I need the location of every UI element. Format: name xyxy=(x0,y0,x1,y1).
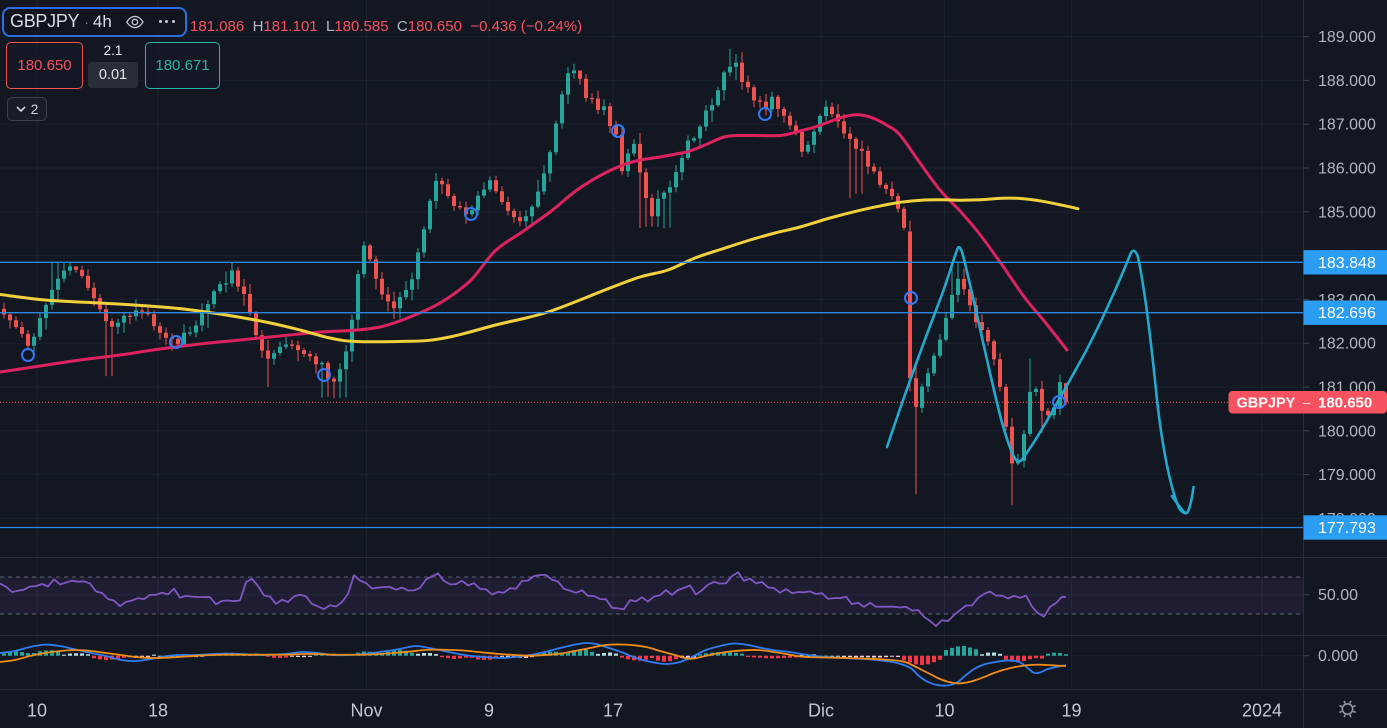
svg-text:177.793: 177.793 xyxy=(1318,520,1376,537)
svg-text:182.696: 182.696 xyxy=(1318,305,1376,322)
svg-text:18: 18 xyxy=(148,701,168,721)
svg-text:186.000: 186.000 xyxy=(1318,161,1376,178)
svg-text:185.000: 185.000 xyxy=(1318,204,1376,221)
svg-text:10: 10 xyxy=(27,701,47,721)
svg-text:183.848: 183.848 xyxy=(1318,255,1376,272)
svg-text:GBPJPY: GBPJPY xyxy=(1237,396,1296,412)
svg-text:9: 9 xyxy=(484,701,494,721)
svg-text:50.00: 50.00 xyxy=(1318,587,1358,604)
svg-text:188.000: 188.000 xyxy=(1318,73,1376,90)
svg-text:19: 19 xyxy=(1061,701,1081,721)
svg-text:0.000: 0.000 xyxy=(1318,648,1358,665)
svg-text:Dic: Dic xyxy=(808,701,834,721)
svg-text:187.000: 187.000 xyxy=(1318,117,1376,134)
svg-text:180.000: 180.000 xyxy=(1318,423,1376,440)
svg-text:17: 17 xyxy=(603,701,623,721)
svg-text:180.650: 180.650 xyxy=(1318,395,1372,412)
svg-text:182.000: 182.000 xyxy=(1318,336,1376,353)
svg-text:2024: 2024 xyxy=(1242,701,1282,721)
svg-text:10: 10 xyxy=(934,701,954,721)
svg-text:Nov: Nov xyxy=(350,701,382,721)
svg-text:179.000: 179.000 xyxy=(1318,467,1376,484)
svg-text:189.000: 189.000 xyxy=(1318,29,1376,46)
svg-text:–: – xyxy=(1303,395,1311,410)
